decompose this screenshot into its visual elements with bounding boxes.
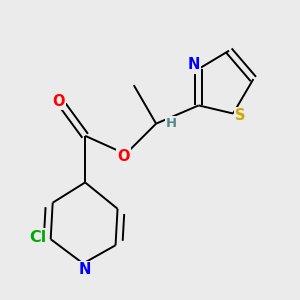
Text: O: O [52,94,65,109]
Text: Cl: Cl [29,230,46,245]
Text: H: H [166,117,177,130]
Text: N: N [188,57,200,72]
Text: N: N [79,262,91,277]
Text: O: O [117,148,130,164]
Text: S: S [235,108,246,123]
